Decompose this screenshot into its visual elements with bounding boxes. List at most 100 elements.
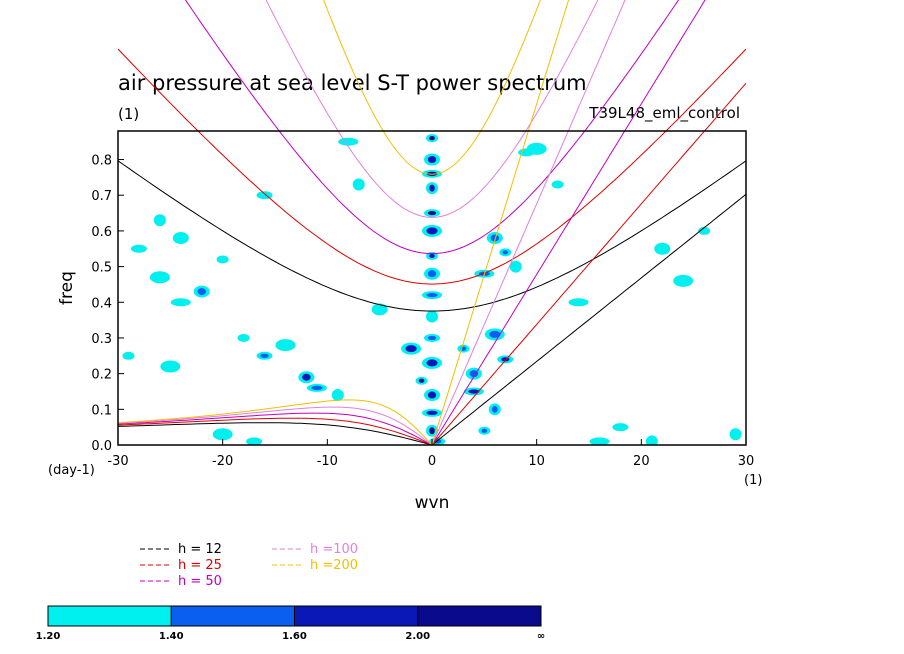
- spectrum-blob: [502, 250, 509, 255]
- legend-label: h = 50: [178, 574, 222, 589]
- y-tick-label: 0.2: [91, 368, 112, 383]
- spectrum-blob-outer: [122, 351, 135, 360]
- y-axis-unit: (day-1): [48, 463, 95, 478]
- spectrum-blob: [492, 405, 498, 413]
- spectrum-blob: [481, 428, 488, 433]
- spectrum-blob: [426, 227, 438, 235]
- colorbar-label: 2.00: [405, 631, 430, 642]
- legend-label: h = 12: [178, 542, 222, 557]
- spectrum-blob: [426, 293, 438, 298]
- spectrum-blob-outer: [698, 226, 711, 235]
- dispersion-curve: [117, 160, 747, 312]
- spectrum-blob-outer: [645, 435, 658, 445]
- y-axis-ticks: 0.0 0.1 0.2 0.3 0.4 0.5 0.6 0.7 0.8: [91, 154, 124, 454]
- spectrum-blob-outer: [352, 178, 365, 191]
- dispersion-curve: [431, 0, 626, 445]
- legend-label: h =200: [310, 558, 358, 573]
- spectrum-blob-outer: [568, 298, 589, 307]
- spectrum-blob-outer: [371, 303, 388, 316]
- spectrum-blob: [490, 234, 499, 242]
- legend-label: h = 25: [178, 558, 222, 573]
- spectrum-blob-outer: [729, 428, 742, 441]
- dispersion-curves: [117, 0, 747, 445]
- spectrum-blob-outer: [246, 437, 263, 445]
- spectrum-blob: [469, 370, 479, 378]
- spectrum-blob-outer: [153, 214, 166, 227]
- spectrum-blob: [427, 156, 437, 164]
- dispersion-curve: [431, 0, 570, 445]
- colorbar-segment: [170, 605, 295, 627]
- spectrum-blob-outer: [551, 180, 564, 189]
- spectrum-blob: [260, 353, 269, 358]
- y-tick-label: 0.0: [91, 439, 112, 454]
- colorbar-segment: [294, 605, 419, 627]
- spectrum-blob: [429, 253, 435, 258]
- colorbar-segment: [417, 605, 542, 627]
- x-axis-unit: (1): [744, 473, 762, 488]
- colorbar-label: 1.60: [282, 631, 307, 642]
- y-tick-label: 0.7: [91, 189, 112, 204]
- y-tick-label: 0.3: [91, 332, 112, 347]
- dispersion-curve: [117, 412, 433, 445]
- chart-subtitle-right: T39L48_eml_control: [588, 104, 740, 123]
- spectrum-blob: [418, 378, 425, 383]
- spectrum-blob: [405, 345, 417, 353]
- spectrum-blob-outer: [216, 255, 229, 264]
- dispersion-curve: [431, 82, 747, 445]
- spectrum-blob: [489, 330, 501, 338]
- colorbar-label: ∞: [537, 631, 545, 642]
- spectrum-blob-outer: [589, 437, 610, 445]
- spectrum-blob: [429, 136, 435, 141]
- dispersion-curve: [431, 0, 706, 445]
- y-tick-label: 0.5: [91, 261, 112, 276]
- spectrum-blob-outer: [509, 260, 522, 273]
- spectrum-blob-outer: [212, 428, 233, 441]
- spectrum-blob: [468, 389, 480, 394]
- spectrum-blob: [427, 210, 437, 216]
- y-tick-label: 0.6: [91, 225, 112, 240]
- spectrum-blob: [429, 427, 435, 435]
- dispersion-curve: [117, 399, 433, 445]
- spectrum-blob-outer: [237, 333, 250, 342]
- spectrum-blob: [427, 391, 437, 399]
- x-tick-label: -10: [317, 454, 338, 469]
- x-tick-label: 30: [738, 454, 755, 469]
- y-axis-label: freq: [57, 271, 77, 305]
- spectrum-blob-outer: [130, 244, 147, 253]
- chart-title: air pressure at sea level S-T power spec…: [118, 71, 587, 95]
- dispersion-curve: [265, 0, 599, 218]
- legend-label: h =100: [310, 542, 358, 557]
- spectrum-blob-outer: [338, 137, 359, 146]
- colorbar-label: 1.40: [159, 631, 184, 642]
- spectrum-blobs: [122, 134, 742, 445]
- spectrum-blob-outer: [172, 232, 189, 245]
- spectrum-blob: [427, 335, 437, 341]
- spectrum-blob-outer: [426, 310, 438, 323]
- x-tick-label: 10: [528, 454, 545, 469]
- dispersion-curve: [117, 48, 747, 285]
- x-axis-label: wvn: [415, 493, 450, 513]
- spectrum-blob-outer: [149, 271, 170, 284]
- spectrum-blob: [426, 410, 438, 415]
- y-tick-label: 0.1: [91, 403, 112, 418]
- dispersion-curve: [117, 406, 433, 445]
- dispersion-curve: [184, 0, 680, 255]
- spectrum-blob-outer: [612, 423, 629, 432]
- spectrum-blob-outer: [331, 389, 344, 402]
- dispersion-curve: [117, 417, 433, 445]
- x-tick-label: -30: [107, 454, 128, 469]
- spectrum-blob-outer: [654, 242, 671, 255]
- dispersion-curve: [323, 0, 541, 175]
- spectrum-blob: [426, 359, 438, 367]
- spectrum-blob-outer: [275, 339, 296, 352]
- spectrum-blob: [197, 288, 206, 296]
- spectrum-blob-outer: [170, 298, 191, 307]
- x-axis-ticks: -30 -20 -10 0 10 20 30: [107, 439, 754, 469]
- spectrum-blob-outer: [526, 142, 547, 155]
- dispersion-curve: [431, 193, 747, 445]
- x-tick-label: 0: [428, 454, 436, 469]
- spectrum-blob: [311, 385, 323, 391]
- colorbar-label: 1.20: [36, 631, 61, 642]
- y-tick-label: 0.4: [91, 296, 112, 311]
